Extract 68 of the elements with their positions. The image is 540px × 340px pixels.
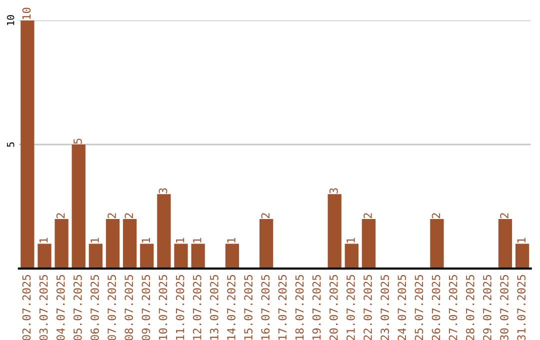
data-label: 2 — [261, 213, 270, 218]
bar — [72, 144, 86, 269]
data-label: 2 — [108, 213, 116, 218]
bar — [140, 244, 154, 269]
x-tick-label: 18.07.2025 — [295, 275, 304, 340]
x-tick-label: 19.07.2025 — [312, 275, 321, 340]
data-label: 2 — [124, 213, 133, 218]
data-label: 1 — [346, 238, 355, 242]
data-label: 1 — [90, 238, 99, 242]
x-tick-label: 13.07.2025 — [210, 275, 218, 340]
x-tick-label: 21.07.2025 — [346, 275, 355, 340]
x-tick-label: 24.07.2025 — [398, 275, 406, 340]
bar — [174, 244, 188, 269]
bar — [515, 244, 530, 269]
bar — [157, 194, 171, 269]
x-tick-label: 28.07.2025 — [466, 275, 474, 340]
data-label: 1 — [227, 238, 236, 242]
x-tick-label: 04.07.2025 — [56, 275, 65, 340]
bar — [344, 244, 358, 269]
bar — [88, 244, 103, 269]
bar — [122, 218, 137, 269]
data-label: 1 — [176, 238, 184, 242]
x-tick-label: 27.07.2025 — [448, 275, 458, 340]
x-tick-label: 12.07.2025 — [192, 275, 202, 340]
data-label: 1 — [142, 238, 150, 242]
data-label: 10 — [22, 8, 31, 20]
bar — [260, 218, 274, 269]
x-tick-label: 29.07.2025 — [483, 275, 492, 340]
x-tick-label: 26.07.2025 — [432, 275, 440, 340]
bar — [54, 218, 68, 269]
data-label: 2 — [364, 213, 372, 218]
bar — [328, 194, 342, 269]
x-tick-label: 30.07.2025 — [500, 275, 508, 340]
bar — [498, 218, 512, 269]
x-tick-label: 31.07.2025 — [517, 275, 526, 340]
x-tick-label: 16.07.2025 — [261, 275, 270, 340]
data-label: 2 — [56, 213, 65, 218]
x-tick-label: 23.07.2025 — [380, 275, 390, 340]
x-tick-label: 07.07.2025 — [108, 275, 116, 340]
bar — [191, 244, 205, 269]
x-tick-label: 08.07.2025 — [124, 275, 134, 340]
x-tick-label: 17.07.2025 — [278, 275, 287, 340]
x-tick-label: 10.07.2025 — [158, 275, 168, 340]
x-tick-label: 25.07.2025 — [414, 275, 424, 340]
data-label: 5 — [74, 138, 82, 144]
data-label: 2 — [432, 213, 440, 218]
data-label: 3 — [158, 188, 168, 194]
bar — [362, 218, 376, 269]
x-tick-label: 20.07.2025 — [329, 275, 338, 340]
data-label: 3 — [329, 188, 338, 194]
x-tick-label: 11.07.2025 — [176, 275, 184, 340]
x-tick-label: 15.07.2025 — [244, 275, 253, 340]
data-label: 1 — [193, 238, 202, 242]
x-tick-label: 02.07.2025 — [22, 275, 31, 340]
x-tick-label: 09.07.2025 — [142, 275, 150, 340]
bar — [430, 218, 444, 269]
bar — [225, 244, 240, 269]
data-label: 2 — [500, 213, 508, 218]
bar — [106, 218, 120, 269]
bar — [20, 20, 34, 269]
data-label: 1 — [517, 238, 526, 242]
bar — [38, 244, 52, 269]
x-tick-label: 05.07.2025 — [73, 275, 82, 340]
data-label: 1 — [39, 238, 48, 242]
x-tick-label: 14.07.2025 — [227, 275, 236, 340]
x-tick-label: 22.07.2025 — [364, 275, 372, 340]
x-tick-label: 06.07.2025 — [90, 275, 99, 340]
x-tick-label: 03.07.2025 — [39, 275, 48, 340]
